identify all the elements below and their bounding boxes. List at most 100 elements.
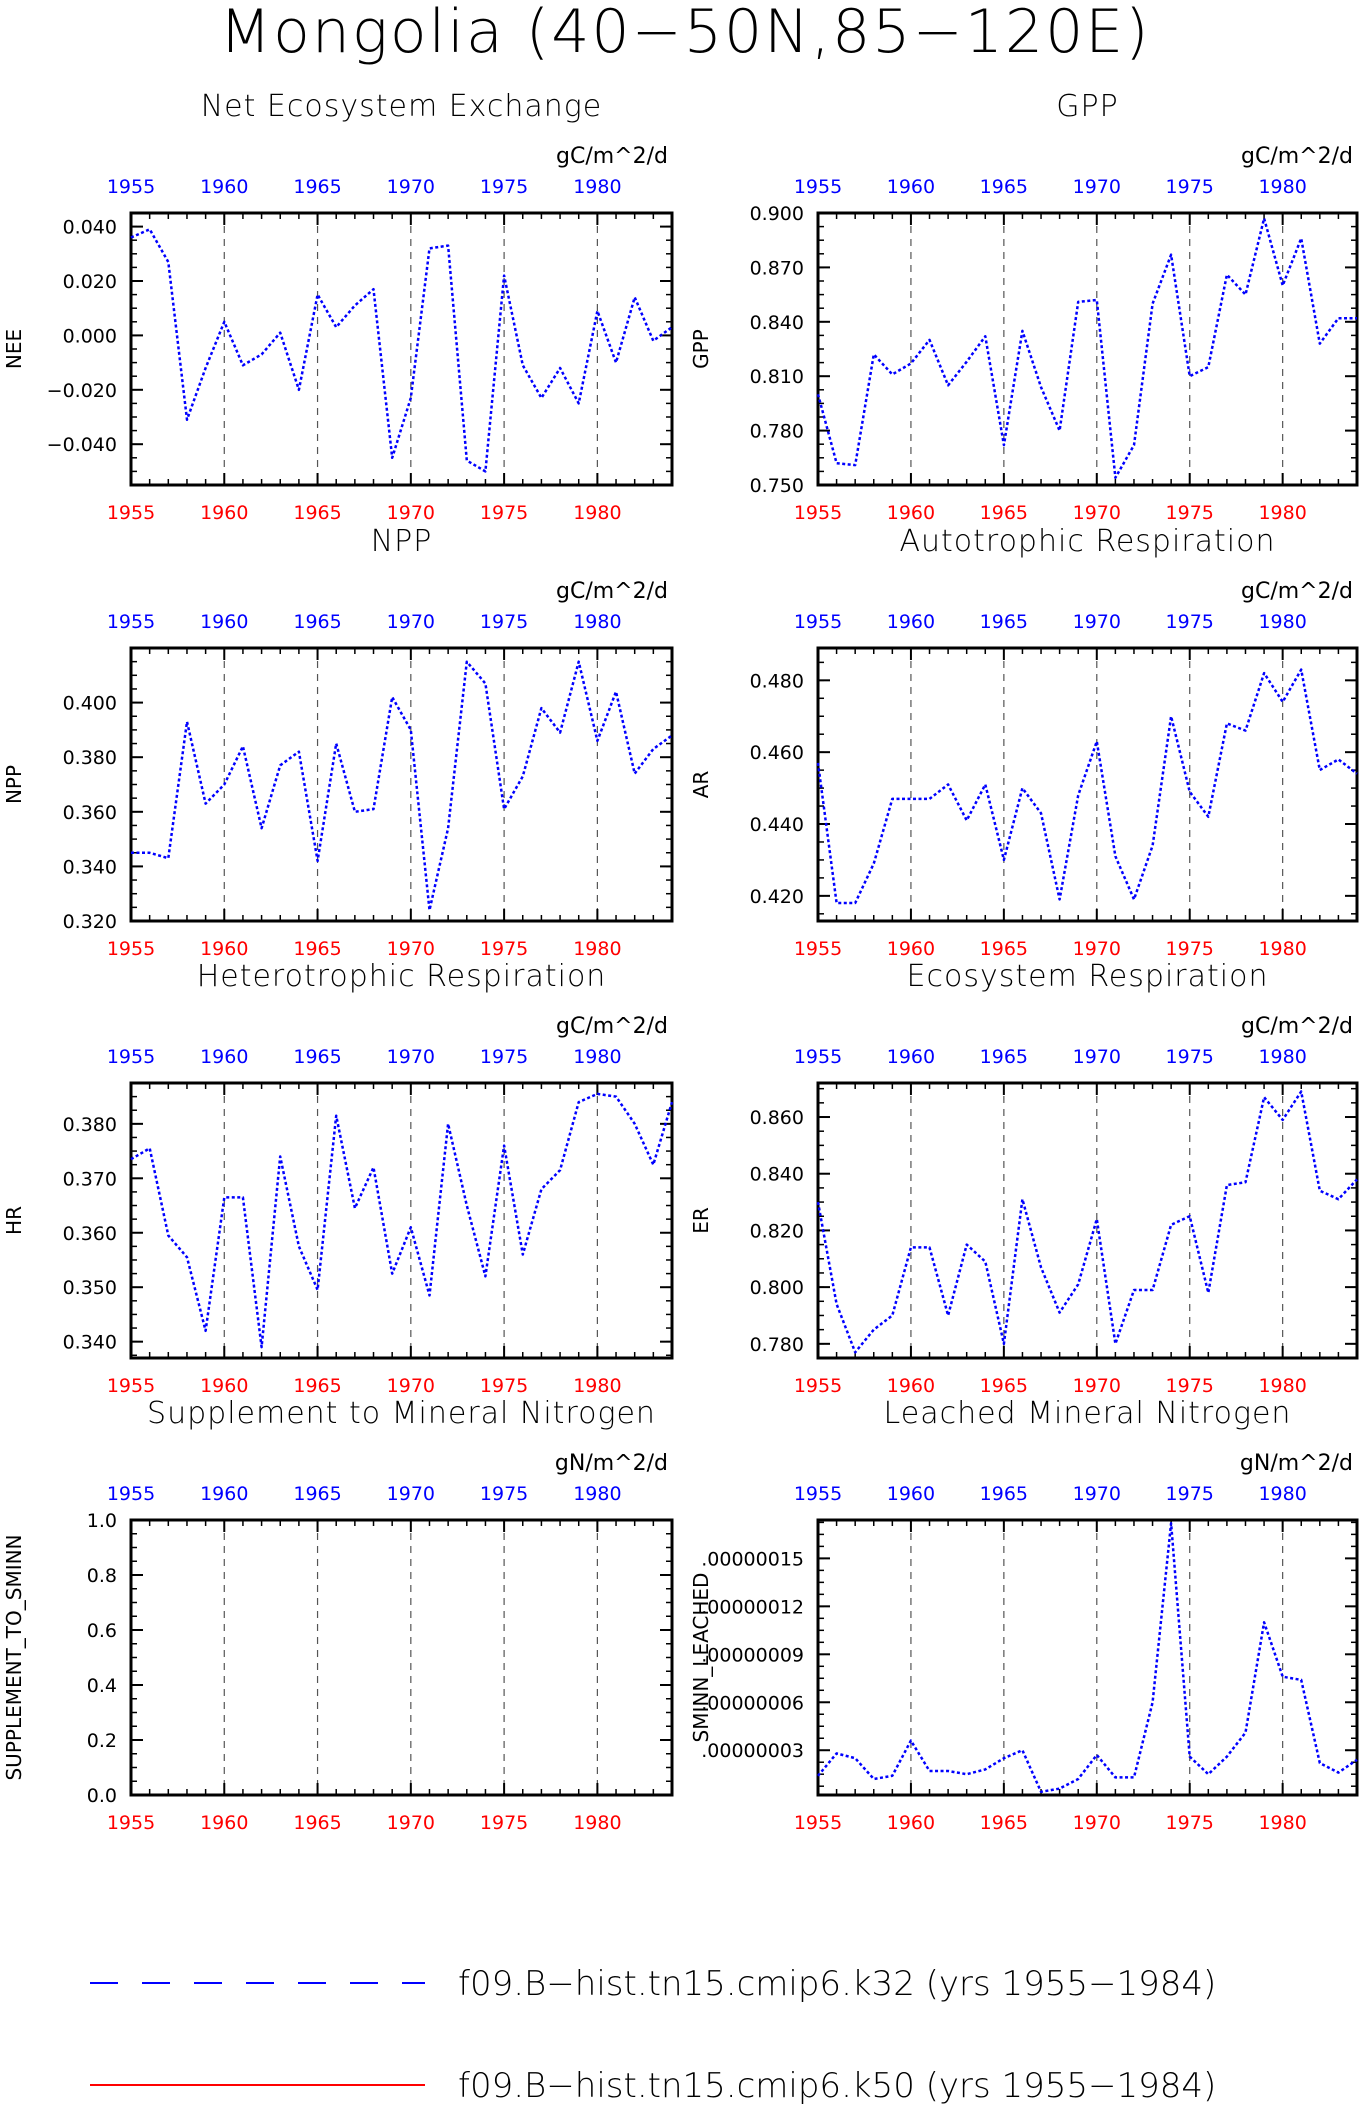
x-tick-label-top: 1975 xyxy=(480,176,528,198)
x-tick-label-top: 1970 xyxy=(387,1483,435,1505)
x-tick-label-bottom: 1955 xyxy=(107,1375,155,1397)
units-label: gC/m^2/d xyxy=(1241,144,1353,169)
x-tick-label-top: 1960 xyxy=(200,611,248,633)
y-tick-label: 0.780 xyxy=(750,421,804,443)
y-tick-label: 0.750 xyxy=(750,475,804,497)
units-label: gN/m^2/d xyxy=(1240,1451,1353,1476)
x-tick-label-bottom: 1980 xyxy=(573,502,621,524)
x-tick-label-bottom: 1980 xyxy=(1258,502,1306,524)
y-tick-label: 0.370 xyxy=(63,1168,117,1190)
x-tick-label-bottom: 1975 xyxy=(480,938,528,960)
panel-title: Heterotrophic Respiration xyxy=(197,959,607,994)
y-tick-label: 0.800 xyxy=(750,1277,804,1299)
y-axis-label: HR xyxy=(2,1206,26,1235)
x-tick-label-top: 1960 xyxy=(887,611,935,633)
x-tick-label-bottom: 1975 xyxy=(1166,1812,1214,1834)
x-tick-label-top: 1955 xyxy=(107,1483,155,1505)
x-tick-label-bottom: 1975 xyxy=(480,1375,528,1397)
x-tick-label-bottom: 1975 xyxy=(480,1812,528,1834)
y-axis-label: SUPPLEMENT_TO_SMINN xyxy=(2,1534,26,1780)
x-tick-label-bottom: 1965 xyxy=(293,1375,341,1397)
y-tick-label: 0.360 xyxy=(63,1223,117,1245)
x-tick-label-top: 1955 xyxy=(794,1046,842,1068)
x-tick-label-top: 1955 xyxy=(794,1483,842,1505)
y-tick-label: −0.020 xyxy=(47,380,117,402)
y-tick-label: 0.840 xyxy=(750,312,804,334)
y-tick-label: 0.320 xyxy=(63,911,117,933)
plot-frame xyxy=(816,1081,1359,1360)
plot-frame xyxy=(816,1518,1359,1797)
x-tick-label-bottom: 1965 xyxy=(980,502,1028,524)
y-tick-label: 0.440 xyxy=(750,814,804,836)
x-tick-label-top: 1965 xyxy=(293,176,341,198)
x-tick-label-top: 1960 xyxy=(887,176,935,198)
y-tick-label: 0.900 xyxy=(750,203,804,225)
units-label: gC/m^2/d xyxy=(556,579,668,604)
series-line-1 xyxy=(130,228,673,473)
legend-label-1: f09.B−hist.tn15.cmip6.k32 (yrs 1955−1984… xyxy=(458,1964,1216,2004)
x-tick-label-bottom: 1960 xyxy=(887,1375,935,1397)
x-tick-label-bottom: 1975 xyxy=(480,502,528,524)
x-tick-label-bottom: 1955 xyxy=(794,502,842,524)
chart-panel-6: Ecosystem Respiration gC/m^2/d 1955 1955 196… xyxy=(689,959,1359,1397)
plot-frame xyxy=(816,211,1359,487)
units-label: gC/m^2/d xyxy=(1241,579,1353,604)
x-tick-label-top: 1955 xyxy=(107,1046,155,1068)
series-line-1 xyxy=(816,1090,1358,1354)
y-tick-label: 0.6 xyxy=(87,1620,117,1642)
y-tick-label: 0.480 xyxy=(750,670,804,692)
y-tick-label: 0.420 xyxy=(750,886,804,908)
x-tick-label-bottom: 1970 xyxy=(1073,1375,1121,1397)
y-tick-label: 0.820 xyxy=(750,1220,804,1242)
x-tick-label-bottom: 1970 xyxy=(1073,1812,1121,1834)
x-tick-label-bottom: 1970 xyxy=(387,502,435,524)
x-tick-label-top: 1965 xyxy=(980,611,1028,633)
x-tick-label-bottom: 1955 xyxy=(107,502,155,524)
y-axis-label: AR xyxy=(689,771,713,799)
chart-panel-1: Net Ecosystem Exchange gC/m^2/d 1955 1955 19… xyxy=(2,89,674,524)
y-tick-label: 0.2 xyxy=(87,1730,117,1752)
x-tick-label-bottom: 1960 xyxy=(200,502,248,524)
units-label: gN/m^2/d xyxy=(555,1451,668,1476)
y-tick-label: .00000012 xyxy=(701,1596,804,1618)
y-tick-label: .00000006 xyxy=(701,1692,804,1714)
x-tick-label-bottom: 1955 xyxy=(107,1812,155,1834)
x-tick-label-top: 1980 xyxy=(1258,176,1306,198)
x-tick-label-bottom: 1965 xyxy=(980,1812,1028,1834)
y-tick-label: 0.360 xyxy=(63,802,117,824)
y-tick-label: 0.460 xyxy=(750,742,804,764)
y-tick-label: 0.870 xyxy=(750,257,804,279)
y-tick-label: 0.000 xyxy=(63,325,117,347)
x-tick-label-bottom: 1965 xyxy=(293,502,341,524)
y-tick-label: 0.400 xyxy=(63,693,117,715)
x-tick-label-top: 1965 xyxy=(980,1046,1028,1068)
x-tick-label-bottom: 1965 xyxy=(980,1375,1028,1397)
chart-panel-7: Supplement to Mineral Nitrogen gN/m^2/d 19… xyxy=(2,1396,674,1834)
x-tick-label-bottom: 1970 xyxy=(387,1375,435,1397)
x-tick-label-top: 1970 xyxy=(1073,1046,1121,1068)
y-tick-label: 0.860 xyxy=(750,1107,804,1129)
x-tick-label-top: 1975 xyxy=(480,611,528,633)
panel-title: Autotrophic Respiration xyxy=(899,524,1275,559)
panel-title: NPP xyxy=(371,524,433,559)
x-tick-label-bottom: 1970 xyxy=(387,938,435,960)
x-tick-label-top: 1965 xyxy=(293,611,341,633)
x-tick-label-top: 1980 xyxy=(573,611,621,633)
series-line-1 xyxy=(816,217,1357,479)
panel-title: Supplement to Mineral Nitrogen xyxy=(147,1396,656,1431)
panel-title: Net Ecosystem Exchange xyxy=(201,89,603,124)
x-tick-label-bottom: 1955 xyxy=(794,938,842,960)
y-tick-label: 0.780 xyxy=(750,1334,804,1356)
x-tick-label-bottom: 1960 xyxy=(200,1375,248,1397)
chart-panel-3: NPP gC/m^2/d 1955 1955 1960 1960 1965 1965 1970 1… xyxy=(2,524,674,960)
series-line-1 xyxy=(816,668,1358,905)
y-tick-label: 1.0 xyxy=(87,1510,117,1532)
plot-frame xyxy=(816,646,1359,923)
y-tick-label: 0.8 xyxy=(87,1565,117,1587)
x-tick-label-top: 1970 xyxy=(387,611,435,633)
y-tick-label: .00000009 xyxy=(701,1644,804,1666)
y-tick-label: 0.340 xyxy=(63,1332,117,1354)
plot-frame xyxy=(129,1081,674,1360)
x-tick-label-bottom: 1970 xyxy=(1073,502,1121,524)
